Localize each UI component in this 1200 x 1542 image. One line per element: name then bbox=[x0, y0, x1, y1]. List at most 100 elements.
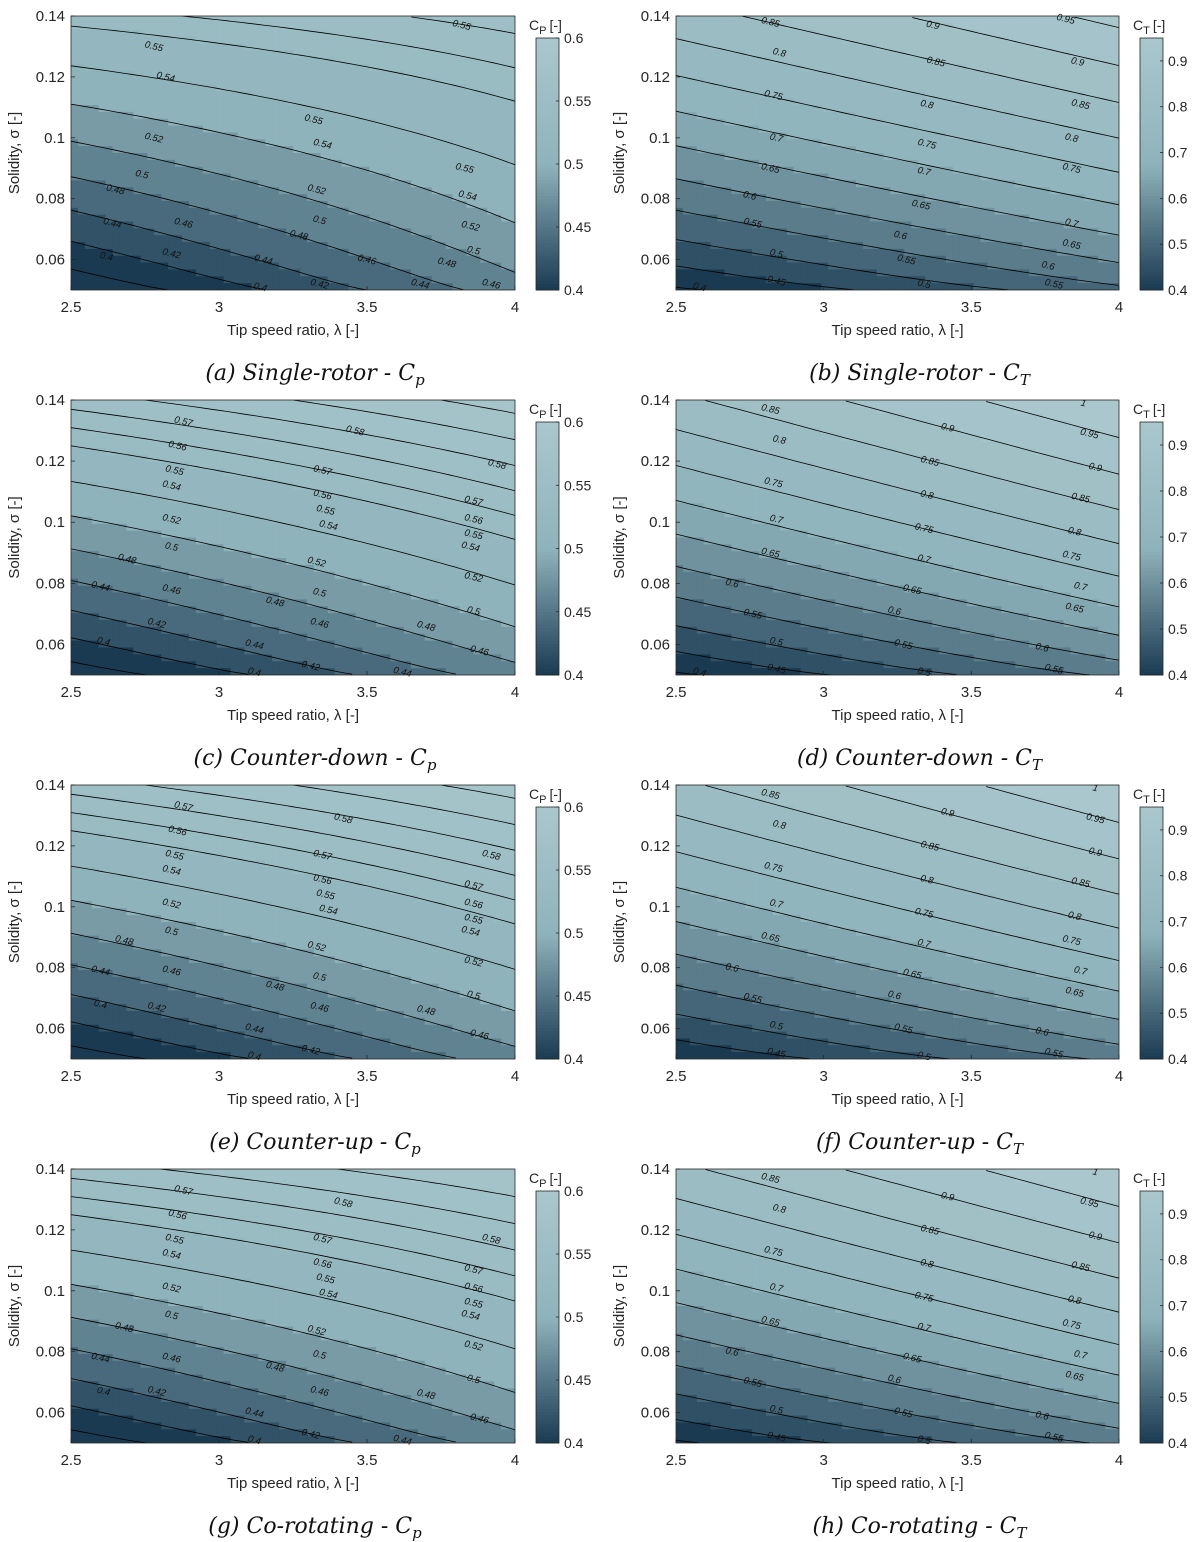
x-tick-label: 4 bbox=[1115, 299, 1123, 316]
x-tick-label: 3 bbox=[819, 1452, 827, 1469]
caption-text: (b) Single-rotor - bbox=[809, 361, 1003, 386]
y-tick-label: 0.12 bbox=[641, 69, 670, 86]
colorbar-tick-label: 0.7 bbox=[1168, 145, 1188, 161]
x-tick-label: 3 bbox=[215, 684, 223, 701]
contour-label: 0.57 bbox=[312, 1232, 333, 1247]
contour-label: 0.48 bbox=[416, 619, 437, 634]
contour-label: 0.7 bbox=[916, 165, 932, 179]
contour-label: 0.7 bbox=[1073, 580, 1089, 594]
colorbar-title-unit: [-] bbox=[1153, 1170, 1165, 1186]
caption-symbol: C bbox=[398, 361, 415, 386]
contour-label: 0.9 bbox=[1088, 461, 1104, 475]
colorbar-tick-label: 0.5 bbox=[564, 156, 584, 172]
contour-label: 0.8 bbox=[772, 818, 788, 832]
x-axis-label: Tip speed ratio, λ [-] bbox=[227, 707, 359, 724]
y-tick-label: 0.1 bbox=[44, 130, 65, 147]
caption-subscript: p bbox=[412, 1524, 422, 1542]
contour-line bbox=[845, 1169, 1119, 1244]
y-tick-label: 0.14 bbox=[641, 392, 670, 409]
contour-label: 0.52 bbox=[306, 555, 327, 570]
colorbar-title: CP [-] bbox=[529, 1170, 562, 1190]
contour-line bbox=[676, 1013, 950, 1059]
contour-line bbox=[676, 75, 1119, 173]
contour-line bbox=[845, 400, 1119, 475]
contour-label: 0.9 bbox=[940, 806, 956, 820]
contour-label: 0.52 bbox=[460, 219, 481, 234]
contour-label: 0.48 bbox=[265, 595, 286, 610]
contour-label: 0.46 bbox=[469, 1412, 490, 1427]
contour-label: 0.8 bbox=[919, 1257, 935, 1271]
y-tick-label: 0.06 bbox=[641, 252, 670, 269]
contour-lines bbox=[71, 16, 515, 290]
y-tick-label: 0.08 bbox=[641, 191, 670, 208]
colorbar-tick-label: 0.55 bbox=[564, 862, 591, 878]
contour-line bbox=[71, 994, 353, 1059]
contour-label: 0.7 bbox=[769, 513, 785, 527]
colorbar-title-symbol: C bbox=[1133, 401, 1143, 417]
contour-label: 0.5 bbox=[769, 1019, 785, 1033]
contour-label: 0.65 bbox=[902, 1351, 923, 1366]
contour-label: 0.57 bbox=[312, 463, 333, 478]
contour-line bbox=[676, 672, 699, 675]
colorbar-tick-label: 0.7 bbox=[1168, 1298, 1188, 1314]
contour-line bbox=[71, 580, 456, 675]
contour-line bbox=[676, 886, 1119, 992]
panel-d: 0.85 0.9 0.95 1 0.8 0.85 0.9 0.75 0.8 0.85 0.7 0.75… bbox=[611, 392, 1188, 774]
panel-f: 0.85 0.9 0.95 1 0.8 0.85 0.9 0.75 0.8 0.85 0.7 0.75… bbox=[611, 777, 1188, 1158]
x-tick-label: 4 bbox=[511, 1068, 519, 1085]
contour-label: 0.46 bbox=[173, 216, 194, 231]
colorbar: 0.40.50.60.70.80.9CT [-] bbox=[1133, 1170, 1188, 1451]
contour-label: 0.85 bbox=[760, 1171, 781, 1186]
contour-label: 0.57 bbox=[463, 494, 484, 509]
contour-label: 0.52 bbox=[463, 570, 484, 585]
contour-line bbox=[71, 812, 515, 901]
contour-label: 0.6 bbox=[887, 989, 903, 1003]
contour-label: 0.42 bbox=[300, 1043, 321, 1058]
colorbar-title-subscript: P bbox=[539, 1178, 546, 1190]
colorbar-tick-label: 0.4 bbox=[1168, 667, 1188, 683]
contour-line bbox=[985, 1170, 1119, 1207]
colorbar-frame bbox=[1139, 1190, 1164, 1444]
filled-contour-field bbox=[71, 16, 515, 290]
contour-label: 0.56 bbox=[167, 1208, 188, 1223]
contour-label: 0.54 bbox=[161, 863, 182, 878]
colorbar-title-subscript: P bbox=[539, 25, 546, 37]
contour-label: 0.44 bbox=[392, 665, 413, 680]
caption-symbol: C bbox=[395, 1514, 412, 1539]
contour-label: 0.44 bbox=[102, 216, 123, 231]
colorbar-tick-label: 0.8 bbox=[1168, 99, 1188, 115]
y-tick-label: 0.14 bbox=[36, 777, 65, 794]
contour-label: 0.46 bbox=[161, 1351, 182, 1366]
contour-label: 0.65 bbox=[760, 1314, 781, 1329]
contour-line bbox=[71, 140, 515, 273]
colorbar-title-subscript: T bbox=[1143, 25, 1150, 37]
contour-label: 0.48 bbox=[416, 1003, 437, 1018]
contour-label: 0.75 bbox=[1061, 933, 1082, 948]
contour-label: 0.85 bbox=[920, 839, 941, 854]
x-tick-label: 3.5 bbox=[961, 1068, 982, 1085]
contour-label: 0.4 bbox=[247, 1050, 262, 1064]
filled-contour-field bbox=[71, 785, 515, 1059]
colorbar-title: CP [-] bbox=[529, 17, 562, 37]
contour-label: 0.46 bbox=[309, 1000, 330, 1015]
contour-label: 0.54 bbox=[460, 1308, 481, 1323]
y-axis-label: Solidity, σ [-] bbox=[611, 881, 628, 963]
contour-line bbox=[1074, 16, 1119, 28]
colorbar-tick-label: 0.5 bbox=[1168, 1005, 1188, 1021]
colorbar-tick-label: 0.4 bbox=[564, 667, 584, 683]
contour-label: 0.57 bbox=[173, 1183, 194, 1198]
x-tick-label: 4 bbox=[1115, 1068, 1123, 1085]
x-tick-label: 3 bbox=[215, 1452, 223, 1469]
contour-line bbox=[676, 814, 1119, 929]
contour-label: 0.9 bbox=[940, 1190, 956, 1204]
contour-label: 0.5 bbox=[312, 970, 328, 984]
filled-contour-field bbox=[676, 1169, 1119, 1443]
x-tick-label: 3.5 bbox=[961, 1452, 982, 1469]
contour-label: 0.8 bbox=[919, 488, 935, 502]
colorbar-tick-label: 0.6 bbox=[1168, 575, 1188, 591]
contour-line bbox=[676, 851, 1119, 961]
colorbar-title-symbol: C bbox=[1133, 17, 1143, 33]
x-tick-label: 3 bbox=[819, 1068, 827, 1085]
x-axis-label: Tip speed ratio, λ [-] bbox=[832, 1091, 964, 1108]
contour-line bbox=[411, 16, 515, 34]
